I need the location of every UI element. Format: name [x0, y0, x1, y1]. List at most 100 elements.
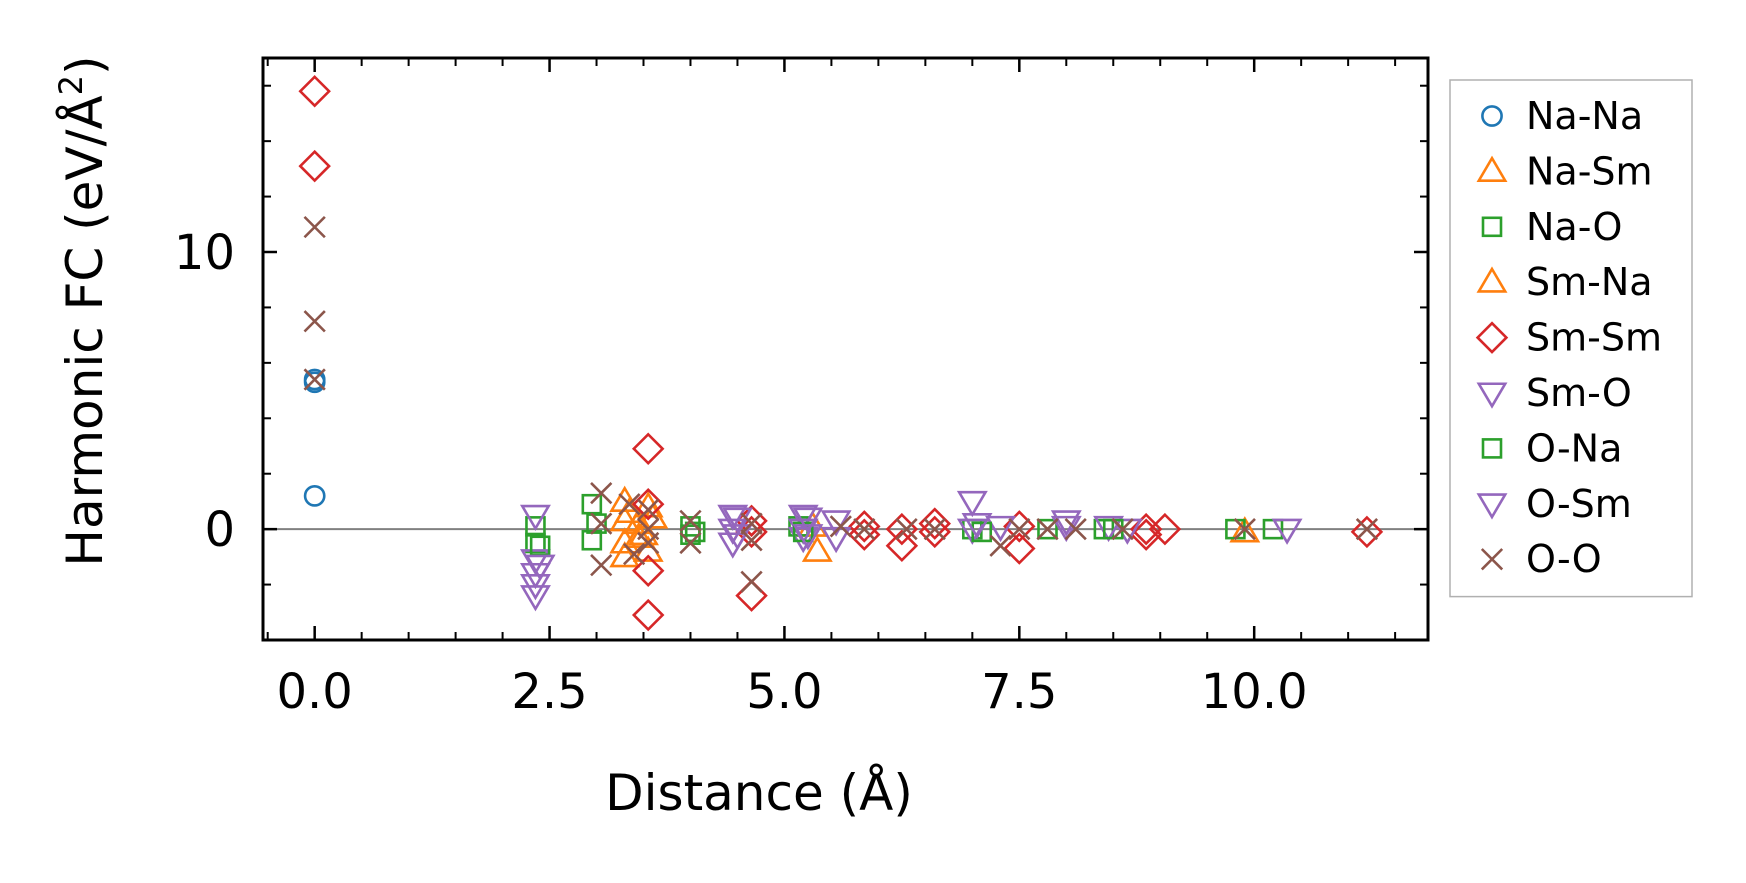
data-point-o-sm	[792, 507, 824, 534]
data-point-na-sm	[632, 491, 664, 518]
x-axis-label: Distance (Å)	[605, 764, 913, 822]
data-point-na-sm	[609, 541, 641, 568]
data-point-sm-o	[1271, 518, 1303, 545]
data-point-na-sm	[1229, 516, 1261, 543]
legend-marker	[1481, 105, 1503, 127]
series-na-sm	[609, 485, 1261, 568]
data-point-sm-sm	[918, 507, 951, 540]
series-na-na	[303, 368, 326, 507]
series-o-sm	[524, 507, 1082, 581]
data-point-o-o	[1233, 518, 1256, 541]
data-point-o-o	[622, 542, 646, 566]
data-point-sm-o	[1093, 515, 1125, 543]
legend-marker	[1476, 155, 1508, 182]
data-point-o-o	[637, 498, 660, 521]
data-point-o-o	[853, 518, 876, 541]
legend-item-na-na: Na-Na	[1481, 94, 1643, 138]
legend-item-na-o: Na-O	[1481, 205, 1622, 249]
y-tick-label: 0	[204, 502, 235, 558]
data-point-na-sm	[623, 521, 655, 548]
legend-label: O-O	[1526, 537, 1602, 581]
data-point-sm-sm	[1148, 512, 1182, 546]
legend-label: Sm-O	[1526, 371, 1632, 415]
data-point-na-o	[525, 516, 546, 537]
legend-marker	[1480, 548, 1504, 571]
data-point-na-na	[303, 484, 326, 507]
x-tick-label: 10.0	[1201, 664, 1308, 720]
data-point-o-na	[586, 513, 607, 534]
data-point-o-sm	[524, 554, 556, 581]
data-point-o-o	[303, 310, 326, 333]
data-point-o-sm	[961, 513, 993, 540]
series-sm-sm	[298, 75, 1384, 632]
x-tick-label: 7.5	[981, 664, 1057, 720]
data-point-o-sm	[1050, 515, 1082, 543]
data-point-o-sm	[721, 524, 753, 551]
data-point-o-o	[740, 529, 763, 552]
legend-label: Na-O	[1526, 205, 1622, 249]
legend-item-o-o: O-O	[1480, 537, 1602, 581]
data-point-sm-o	[1050, 510, 1082, 537]
data-point-o-sm	[792, 524, 824, 551]
data-point-o-o	[590, 512, 613, 535]
legend: Na-Na Na-Sm Na-O Sm-Na Sm-Sm Sm-O O-Na O-Sm O-O	[1449, 79, 1693, 598]
plot-area	[263, 75, 1428, 632]
legend-marker	[1481, 438, 1503, 459]
data-point-o-o	[303, 368, 326, 391]
legend-item-sm-na: Sm-Na	[1476, 260, 1653, 304]
data-point-sm-sm	[918, 515, 951, 549]
data-point-o-na	[684, 521, 706, 543]
data-point-sm-o	[717, 504, 749, 532]
legend-label: Na-Na	[1526, 94, 1643, 138]
legend-label: O-Na	[1526, 426, 1622, 470]
data-point-o-o	[1111, 518, 1134, 541]
data-point-sm-sm	[631, 432, 665, 466]
legend-marker	[1475, 321, 1509, 354]
data-point-sm-sm	[1129, 518, 1163, 551]
data-point-sm-o	[787, 504, 819, 532]
data-point-sm-sm	[1350, 515, 1384, 549]
data-point-o-o	[618, 493, 641, 516]
data-point-o-o	[1036, 518, 1059, 541]
data-point-na-o	[1037, 518, 1058, 540]
legend-label: Sm-Sm	[1526, 316, 1662, 360]
data-point-sm-o	[519, 585, 551, 612]
legend-item-o-na: O-Na	[1481, 426, 1622, 470]
data-point-sm-sm	[631, 598, 665, 632]
y-axis-label-close: )	[56, 55, 114, 75]
legend-item-sm-o: Sm-O	[1476, 371, 1632, 415]
data-point-sm-sm	[885, 529, 919, 563]
legend-item-sm-sm: Sm-Sm	[1475, 316, 1662, 360]
data-point-o-o	[989, 534, 1012, 557]
data-point-o-o	[740, 512, 763, 535]
data-point-o-o	[895, 518, 918, 541]
data-point-o-sm	[721, 507, 753, 534]
data-point-sm-sm	[1003, 532, 1036, 565]
data-point-sm-sm	[735, 504, 768, 538]
legend-label: Sm-Na	[1526, 260, 1653, 304]
legend-marker	[1476, 493, 1508, 520]
legend-marker	[1476, 382, 1508, 409]
y-axis-label-main: Harmonic FC (eV/Å	[56, 95, 114, 566]
data-point-o-o	[303, 215, 326, 239]
data-point-o-o	[679, 509, 702, 532]
data-point-o-o	[637, 531, 660, 555]
legend-label: O-Sm	[1526, 482, 1632, 526]
legend-item-na-sm: Na-Sm	[1476, 149, 1653, 193]
x-tick-label: 0.0	[277, 664, 353, 720]
data-point-sm-sm	[298, 75, 331, 108]
axes: 0.0 2.5 5.0 7.5 10.0 0 10	[174, 56, 1430, 720]
data-point-sm-o	[787, 526, 819, 554]
data-point-sm-sm	[298, 149, 331, 183]
data-point-o-o	[1064, 518, 1087, 541]
data-point-sm-o	[820, 526, 852, 554]
y-tick-label: 10	[174, 225, 235, 281]
data-point-na-o	[525, 532, 546, 554]
data-point-o-o	[590, 554, 613, 577]
data-point-na-sm	[801, 535, 833, 562]
data-point-o-o	[923, 518, 946, 541]
data-point-o-o	[590, 481, 613, 505]
data-point-sm-sm	[848, 518, 881, 551]
y-axis-label: Harmonic FC (eV/Å2)	[52, 55, 114, 566]
